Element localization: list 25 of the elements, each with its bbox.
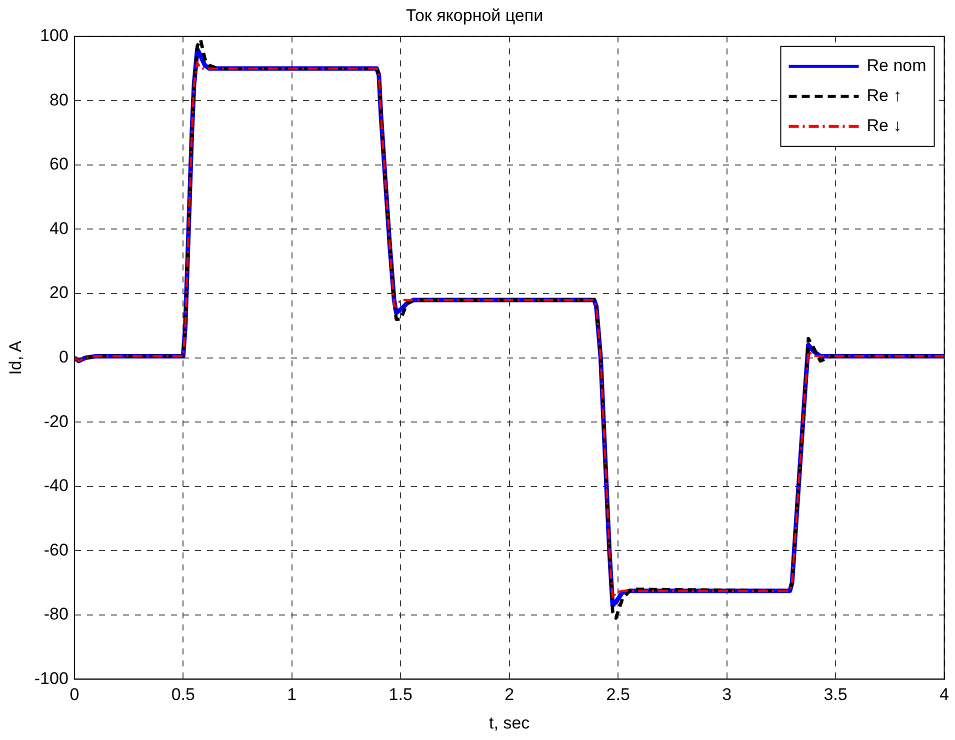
- y-tick-label: 20: [50, 283, 68, 302]
- x-tick-label: 2: [504, 685, 514, 704]
- x-tick-label: 0.5: [171, 685, 195, 704]
- legend-label: Re ↓: [866, 116, 902, 136]
- y-tick-label: -100: [34, 668, 68, 688]
- x-tick-label: 3.5: [824, 685, 848, 704]
- y-tick-label: -60: [44, 540, 68, 560]
- x-tick-label: 4: [940, 685, 950, 704]
- y-tick-label: -40: [44, 476, 68, 496]
- x-tick-label: 2.5: [606, 685, 630, 704]
- y-tick-label: 40: [50, 218, 68, 238]
- legend-label: Re nom: [866, 56, 926, 76]
- y-tick-label: 100: [40, 26, 68, 46]
- y-tick-label: -20: [44, 412, 68, 431]
- x-tick-label: 3: [722, 685, 732, 704]
- y-tick-label: 0: [58, 347, 68, 366]
- chart-title: Ток якорной цепи: [406, 6, 544, 25]
- x-tick-label: 1: [287, 685, 297, 704]
- y-tick-label: -80: [44, 604, 68, 624]
- y-tick-label: 80: [50, 90, 68, 110]
- y-axis-title: Id, A: [6, 340, 25, 375]
- x-tick-label: 1.5: [388, 685, 412, 704]
- y-tick-label: 60: [50, 154, 68, 174]
- x-axis-title: t, sec: [489, 713, 530, 732]
- legend-label: Re ↑: [866, 86, 902, 106]
